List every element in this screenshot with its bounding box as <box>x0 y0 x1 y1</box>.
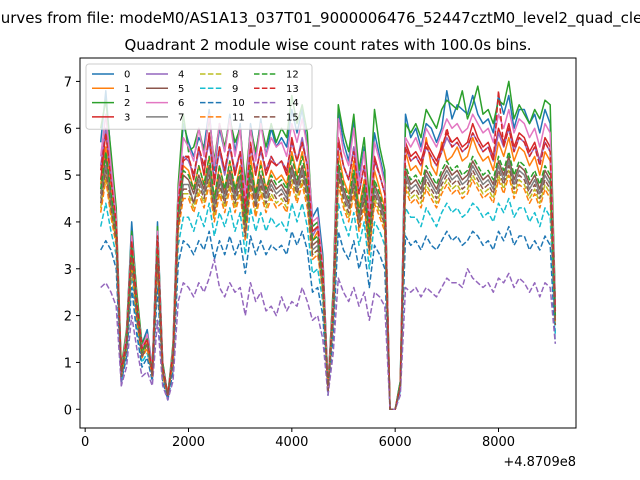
y-tick-label: 5 <box>64 169 72 184</box>
legend-label-5: 5 <box>178 84 184 95</box>
chart-suptitle: Light curves from file: modeM0/AS1A13_03… <box>0 9 640 28</box>
series-line-2 <box>99 80 557 411</box>
y-tick-label: 6 <box>64 122 72 137</box>
chart-title: Quadrant 2 module wise count rates with … <box>124 36 531 54</box>
y-tick-label: 0 <box>64 403 72 418</box>
series-line-13 <box>99 90 557 411</box>
legend-label-9: 9 <box>232 84 238 95</box>
legend-label-3: 3 <box>124 112 130 123</box>
x-tick-label: 0 <box>81 435 89 450</box>
y-tick-label: 4 <box>64 216 72 231</box>
legend-label-8: 8 <box>232 70 238 81</box>
legend-label-14: 14 <box>286 98 299 109</box>
legend-label-4: 4 <box>178 70 184 81</box>
legend-label-13: 13 <box>286 84 299 95</box>
series-lines <box>99 80 557 411</box>
y-tick-label: 1 <box>64 356 72 371</box>
series-line-6 <box>99 108 557 411</box>
series-line-15 <box>99 164 557 411</box>
series-line-14 <box>100 258 557 411</box>
y-tick-label: 2 <box>64 310 72 325</box>
y-tick-label: 3 <box>64 263 72 278</box>
legend-label-0: 0 <box>124 70 130 81</box>
legend-box <box>85 63 313 130</box>
series-line-0 <box>99 90 557 411</box>
y-tick-label: 7 <box>64 75 72 90</box>
series-line-3 <box>99 122 557 411</box>
x-tick-label: 6000 <box>379 435 412 450</box>
x-tick-label: 4000 <box>275 435 308 450</box>
x-offset-label: +4.8709e8 <box>503 455 576 470</box>
axis-ticks: 0 2000 4000 6000 8000 0 1 2 3 4 5 6 7 <box>64 75 515 450</box>
legend-label-7: 7 <box>178 112 184 123</box>
plot-frame <box>79 57 577 429</box>
legend-label-2: 2 <box>124 98 130 109</box>
legend-label-6: 6 <box>178 98 184 109</box>
legend-label-10: 10 <box>232 98 245 109</box>
x-tick-label: 2000 <box>172 435 205 450</box>
legend-label-12: 12 <box>286 70 299 81</box>
legend-label-15: 15 <box>286 112 299 123</box>
legend-label-1: 1 <box>124 84 130 95</box>
legend-label-11: 11 <box>232 112 245 123</box>
x-tick-label: 8000 <box>482 435 515 450</box>
